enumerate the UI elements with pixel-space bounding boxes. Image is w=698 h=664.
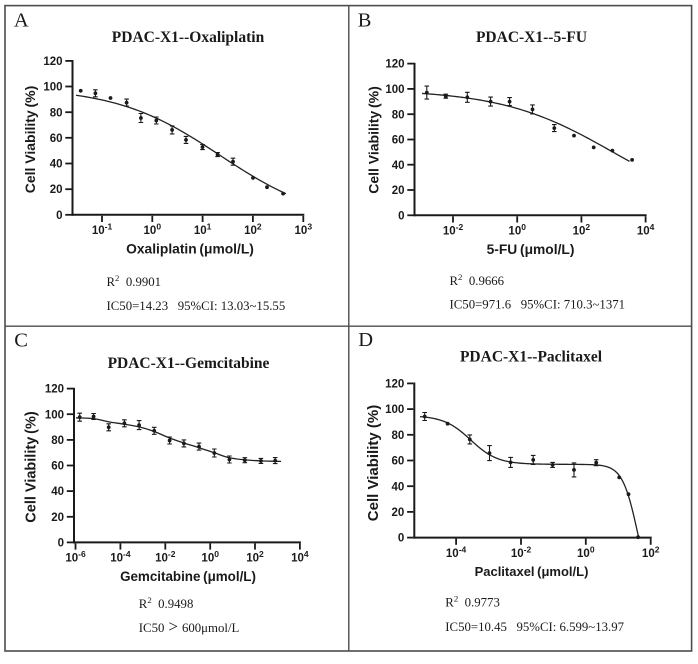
svg-text:80: 80 bbox=[392, 109, 405, 121]
svg-text:D: D bbox=[358, 329, 373, 351]
svg-text:0: 0 bbox=[398, 210, 404, 222]
svg-text:0: 0 bbox=[58, 538, 64, 550]
svg-text:A: A bbox=[14, 10, 29, 32]
svg-text:R2 0.9773: R2 0.9773 bbox=[445, 593, 500, 609]
svg-text:60: 60 bbox=[51, 461, 64, 473]
svg-text:IC50=971.6 95%CI: 710.3~1371: IC50=971.6 95%CI: 710.3~1371 bbox=[450, 298, 626, 312]
svg-text:120: 120 bbox=[45, 384, 64, 396]
svg-text:IC50=10.45 95%CI: 6.599~13.97: IC50=10.45 95%CI: 6.599~13.97 bbox=[445, 620, 624, 634]
svg-text:40: 40 bbox=[51, 486, 64, 498]
svg-text:80: 80 bbox=[392, 430, 405, 442]
svg-text:0: 0 bbox=[56, 210, 62, 222]
svg-text:20: 20 bbox=[392, 507, 405, 519]
svg-text:Cell Viability (%): Cell Viability (%) bbox=[24, 411, 40, 523]
svg-text:Oxaliplatin (μmol/L): Oxaliplatin (μmol/L) bbox=[126, 241, 254, 256]
svg-text:120: 120 bbox=[385, 59, 404, 71]
svg-text:40: 40 bbox=[392, 160, 405, 172]
svg-text:100: 100 bbox=[385, 404, 404, 416]
svg-text:40: 40 bbox=[50, 159, 63, 171]
svg-text:120: 120 bbox=[385, 379, 404, 391]
svg-text:R2 0.9666: R2 0.9666 bbox=[450, 272, 505, 288]
svg-text:20: 20 bbox=[51, 512, 64, 524]
svg-text:120: 120 bbox=[43, 56, 62, 68]
svg-text:100: 100 bbox=[45, 409, 64, 421]
svg-text:IC50=14.23 95%CI: 13.03~15.55: IC50=14.23 95%CI: 13.03~15.55 bbox=[107, 299, 286, 313]
svg-text:Paclitaxel (μmol/L): Paclitaxel (μmol/L) bbox=[475, 564, 589, 579]
svg-text:Cell Viability (%): Cell Viability (%) bbox=[366, 86, 382, 194]
svg-text:PDAC-X1--5-FU: PDAC-X1--5-FU bbox=[476, 29, 587, 46]
svg-text:40: 40 bbox=[392, 481, 405, 493]
svg-text:IC50>600μmol/L: IC50 >600μmol/L bbox=[139, 617, 240, 636]
svg-text:Gemcitabine (μmol/L): Gemcitabine (μmol/L) bbox=[120, 569, 256, 584]
svg-text:100: 100 bbox=[43, 82, 62, 94]
svg-text:80: 80 bbox=[50, 107, 63, 119]
svg-text:Cell Viability (%): Cell Viability (%) bbox=[365, 405, 382, 521]
svg-text:PDAC-X1--Oxaliplatin: PDAC-X1--Oxaliplatin bbox=[112, 29, 265, 46]
svg-text:PDAC-X1--Gemcitabine: PDAC-X1--Gemcitabine bbox=[108, 355, 270, 372]
svg-text:60: 60 bbox=[392, 135, 405, 147]
svg-text:C: C bbox=[14, 329, 28, 351]
svg-text:PDAC-X1--Paclitaxel: PDAC-X1--Paclitaxel bbox=[460, 349, 603, 366]
svg-text:100: 100 bbox=[385, 84, 404, 96]
svg-text:60: 60 bbox=[50, 133, 63, 145]
svg-text:B: B bbox=[358, 10, 372, 32]
svg-text:60: 60 bbox=[392, 456, 405, 468]
svg-text:Cell Viability (%): Cell Viability (%) bbox=[22, 86, 38, 194]
svg-text:R2 0.9498: R2 0.9498 bbox=[139, 595, 194, 611]
svg-text:20: 20 bbox=[392, 185, 405, 197]
svg-text:5-FU (μmol/L): 5-FU (μmol/L) bbox=[487, 242, 575, 257]
svg-text:R2 0.9901: R2 0.9901 bbox=[107, 273, 162, 289]
svg-text:20: 20 bbox=[50, 184, 63, 196]
svg-text:0: 0 bbox=[398, 533, 404, 545]
svg-text:80: 80 bbox=[51, 435, 64, 447]
